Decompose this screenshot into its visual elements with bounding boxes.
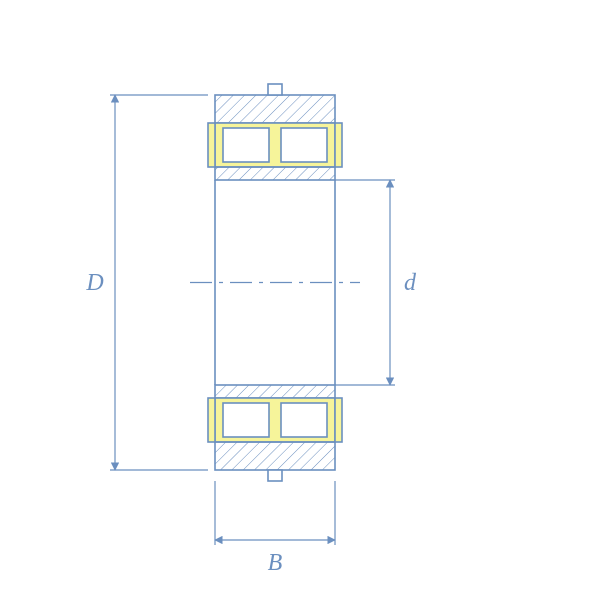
label-B: B (268, 550, 283, 576)
dimension-d: d (335, 180, 417, 385)
dimension-B: B (215, 481, 335, 576)
lower-section (208, 385, 342, 481)
bearing-diagram: D d B (0, 0, 600, 600)
upper-section (208, 84, 342, 180)
label-d: d (404, 270, 417, 296)
label-D: D (85, 270, 103, 296)
dimension-D: D (85, 95, 208, 470)
